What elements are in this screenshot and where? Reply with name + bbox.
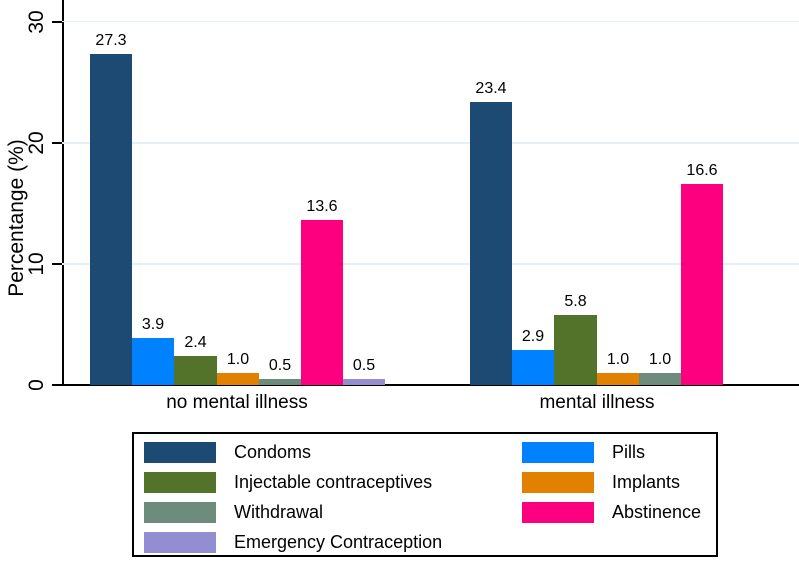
legend-label-injectable-contraceptives: Injectable contraceptives bbox=[234, 472, 433, 492]
bar-value-label: 27.3 bbox=[95, 32, 127, 50]
legend-swatch-withdrawal bbox=[144, 502, 216, 523]
y-axis-line bbox=[62, 0, 64, 386]
legend-swatch-implants bbox=[522, 472, 594, 493]
legend-swatch-condoms bbox=[144, 442, 216, 463]
bar-no-mental-illness-injectable-contraceptives bbox=[174, 355, 217, 385]
legend-item-condoms: Condoms bbox=[144, 442, 522, 463]
bar-no-mental-illness-condoms bbox=[90, 54, 132, 385]
bar-value-label: 1.0 bbox=[648, 350, 672, 368]
legend-item-pills: Pills bbox=[522, 442, 716, 463]
bar-mental-illness-withdrawal bbox=[639, 372, 681, 385]
bar-value-label: 1.0 bbox=[606, 350, 630, 368]
legend-item-abstinence: Abstinence bbox=[522, 502, 716, 523]
y-tick-30 bbox=[52, 20, 62, 23]
bar-mental-illness-abstinence bbox=[681, 183, 723, 385]
legend-label-condoms: Condoms bbox=[234, 442, 312, 462]
bar-no-mental-illness-abstinence bbox=[301, 220, 343, 385]
y-tick-label-0: 0 bbox=[25, 379, 48, 391]
gridline-10 bbox=[62, 263, 799, 265]
bar-value-label: 16.6 bbox=[686, 161, 718, 179]
bar-mental-illness-injectable-contraceptives bbox=[554, 314, 597, 385]
bar-value-label: 2.9 bbox=[521, 327, 545, 345]
bar-no-mental-illness-withdrawal bbox=[259, 378, 301, 385]
y-tick-20 bbox=[52, 141, 62, 144]
legend-item-injectable-contraceptives: Injectable contraceptives bbox=[144, 472, 522, 493]
legend-label-pills: Pills bbox=[612, 442, 646, 462]
bar-value-label: 3.9 bbox=[141, 315, 165, 333]
legend-box: Condoms Pills Injectable contraceptives … bbox=[132, 432, 718, 557]
bar-no-mental-illness-implants bbox=[217, 372, 259, 385]
x-category-label-no-mental-illness: no mental illness bbox=[166, 392, 308, 413]
legend-label-withdrawal: Withdrawal bbox=[234, 502, 324, 522]
plot-area: 0 10 20 30 27.3 23.4 3.9 2.9 2.4 5.8 1.0 1.0 0.5 1.0 1… bbox=[25, 0, 799, 391]
x-category-label-mental-illness: mental illness bbox=[539, 392, 655, 413]
legend-swatch-pills bbox=[522, 442, 594, 463]
x-axis-line bbox=[62, 384, 799, 386]
y-tick-10 bbox=[52, 262, 62, 265]
legend-item-withdrawal: Withdrawal bbox=[144, 502, 522, 523]
bar-mental-illness-condoms bbox=[470, 101, 512, 385]
bar-mental-illness-implants bbox=[597, 372, 639, 385]
legend-swatch-emergency-contraception bbox=[144, 532, 216, 553]
bar-value-label: 2.4 bbox=[184, 333, 207, 351]
bar-value-label: 5.8 bbox=[564, 292, 587, 310]
y-tick-label-30: 30 bbox=[25, 10, 48, 34]
bar-value-label: 1.0 bbox=[226, 350, 250, 368]
legend-swatch-abstinence bbox=[522, 502, 594, 523]
bar-mental-illness-pills bbox=[512, 349, 554, 385]
legend-label-implants: Implants bbox=[612, 472, 681, 492]
legend-label-emergency-contraception: Emergency Contraception bbox=[234, 532, 443, 552]
bar-value-label: 0.5 bbox=[268, 356, 292, 374]
bar-value-label: 13.6 bbox=[306, 198, 338, 216]
y-tick-label-10: 10 bbox=[25, 252, 48, 276]
gridline-20 bbox=[62, 142, 799, 144]
bar-no-mental-illness-pills bbox=[132, 337, 174, 385]
bar-value-label: 0.5 bbox=[352, 356, 376, 374]
y-tick-0 bbox=[52, 384, 62, 386]
legend-item-implants: Implants bbox=[522, 472, 716, 493]
bar-value-label: 23.4 bbox=[475, 79, 507, 97]
legend-item-emergency-contraception: Emergency Contraception bbox=[144, 532, 522, 553]
legend-swatch-injectable-contraceptives bbox=[144, 472, 216, 493]
gridline-30 bbox=[62, 20, 799, 23]
legend-label-abstinence: Abstinence bbox=[612, 502, 702, 522]
bar-no-mental-illness-emergency-contraception bbox=[343, 378, 385, 385]
y-tick-label-20: 20 bbox=[25, 131, 48, 155]
